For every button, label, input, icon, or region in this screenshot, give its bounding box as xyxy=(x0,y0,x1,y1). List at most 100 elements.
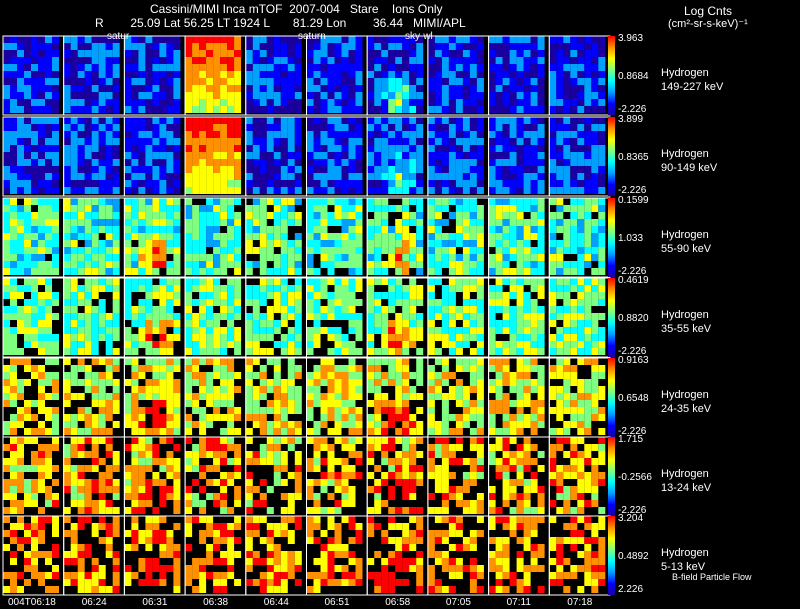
heatmap-cell xyxy=(63,219,71,226)
heatmap-cell xyxy=(441,173,449,180)
heatmap-cell xyxy=(306,92,314,99)
heatmap-cell xyxy=(334,36,342,43)
heatmap-cell xyxy=(273,43,281,50)
heatmap-cell xyxy=(591,458,599,465)
heatmap-cell xyxy=(152,117,160,124)
heatmap-cell xyxy=(355,226,363,233)
heatmap-cell xyxy=(266,233,274,240)
heatmap-cell xyxy=(45,327,52,334)
heatmap-cell xyxy=(3,124,10,131)
heatmap-cell xyxy=(45,240,52,247)
heatmap-cell xyxy=(84,187,92,194)
heatmap-cell xyxy=(509,306,517,313)
heatmap-cell xyxy=(320,261,328,268)
heatmap-cell xyxy=(45,465,52,472)
heatmap-cell xyxy=(469,159,477,166)
heatmap-cell xyxy=(348,106,356,113)
heatmap-cell xyxy=(434,117,442,124)
heatmap-cell xyxy=(145,523,153,530)
heatmap-cell xyxy=(105,247,113,254)
heatmap-cell xyxy=(416,138,424,145)
heatmap-cell xyxy=(476,36,484,43)
heatmap-cell xyxy=(469,64,477,71)
heatmap-cell xyxy=(192,124,200,131)
heatmap-cell xyxy=(112,187,120,194)
heatmap-cell xyxy=(462,159,470,166)
heatmap-cell xyxy=(348,240,356,247)
heatmap-cell xyxy=(530,152,538,159)
heatmap-cell xyxy=(388,50,396,57)
heatmap-cell xyxy=(252,523,260,530)
heatmap-cell xyxy=(252,306,260,313)
heatmap-cell xyxy=(374,180,382,187)
heatmap-cell xyxy=(381,173,389,180)
heatmap-cell xyxy=(313,493,321,500)
heatmap-cell xyxy=(259,212,267,219)
heatmap-cell xyxy=(334,414,342,421)
heatmap-cell xyxy=(166,78,174,85)
heatmap-cell xyxy=(38,78,45,85)
heatmap-cell xyxy=(159,138,167,145)
heatmap-cell xyxy=(145,348,153,355)
heatmap-cell xyxy=(220,334,228,341)
heatmap-cell xyxy=(138,472,146,479)
heatmap-cell xyxy=(388,71,396,78)
heatmap-cell xyxy=(252,358,260,365)
heatmap-cell xyxy=(584,393,592,400)
heatmap-cell xyxy=(131,212,139,219)
heatmap-cell xyxy=(327,212,335,219)
heatmap-cell xyxy=(227,285,235,292)
heatmap-cell xyxy=(105,278,113,285)
heatmap-cell xyxy=(341,117,349,124)
heatmap-cell xyxy=(10,240,17,247)
heatmap-cell xyxy=(462,386,470,393)
heatmap-cell xyxy=(199,393,207,400)
heatmap-cell xyxy=(476,428,484,435)
heatmap-cell xyxy=(530,261,538,268)
heatmap-cell xyxy=(388,187,396,194)
heatmap-cell xyxy=(192,36,200,43)
heatmap-cell xyxy=(138,558,146,565)
heatmap-cell xyxy=(259,187,267,194)
heatmap-cell xyxy=(570,187,578,194)
heatmap-cell xyxy=(24,558,31,565)
heatmap-cell xyxy=(124,92,132,99)
heatmap-cell xyxy=(91,306,99,313)
heatmap-cell xyxy=(530,247,538,254)
heatmap-cell xyxy=(462,341,470,348)
heatmap-cell xyxy=(577,173,585,180)
heatmap-cell xyxy=(455,268,463,275)
heatmap-cell xyxy=(3,43,10,50)
heatmap-cell xyxy=(145,106,153,113)
heatmap-cell xyxy=(509,386,517,393)
heatmap-cell xyxy=(213,372,221,379)
heatmap-cell xyxy=(462,226,470,233)
heatmap-cell xyxy=(38,57,45,64)
heatmap-cell xyxy=(455,358,463,365)
heatmap-cell xyxy=(523,320,531,327)
heatmap-cell xyxy=(24,579,31,586)
heatmap-cell xyxy=(374,36,382,43)
heatmap-cell xyxy=(173,393,181,400)
heatmap-cell xyxy=(91,159,99,166)
heatmap-cell xyxy=(45,117,52,124)
heatmap-cell xyxy=(306,36,314,43)
heatmap-cell xyxy=(355,386,363,393)
heatmap-cell xyxy=(91,131,99,138)
heatmap-cell xyxy=(516,173,524,180)
heatmap-cell xyxy=(509,64,517,71)
heatmap-cell xyxy=(488,365,496,372)
heatmap-cell xyxy=(549,99,557,106)
heatmap-cell xyxy=(523,268,531,275)
heatmap-cell xyxy=(220,187,228,194)
heatmap-cell xyxy=(112,334,120,341)
heatmap-cell xyxy=(388,372,396,379)
heatmap-cell xyxy=(245,486,253,493)
heatmap-cell xyxy=(584,226,592,233)
heatmap-cell xyxy=(52,421,59,428)
heatmap-cell xyxy=(441,327,449,334)
heatmap-cell xyxy=(145,145,153,152)
heatmap-cell xyxy=(334,372,342,379)
heatmap-cell xyxy=(348,173,356,180)
heatmap-cell xyxy=(45,341,52,348)
